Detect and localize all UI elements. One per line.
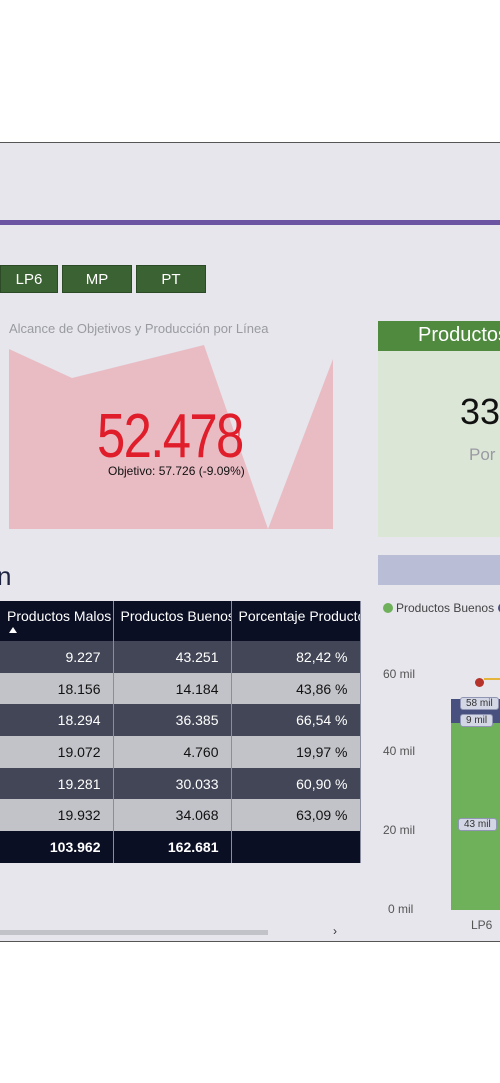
table-row[interactable]: 18.156 14.184 43,86 % <box>0 672 361 705</box>
tab-label: MP <box>85 270 109 288</box>
header-accent-bar <box>0 220 500 225</box>
cell: 34.068 <box>113 799 232 832</box>
cell: 43.251 <box>113 641 232 673</box>
chart-legend: Productos Buenos <box>383 601 500 615</box>
total-cell: 103.962 <box>0 831 114 863</box>
scrollbar-thumb[interactable] <box>0 930 268 935</box>
legend-dot-blue <box>498 603 500 613</box>
cell: 14.184 <box>113 672 232 705</box>
data-label: 58 mil <box>460 697 499 710</box>
kpi-goal: Objetivo: 57.726 (-9.09%) <box>108 464 245 478</box>
scroll-right-icon[interactable]: › <box>333 924 337 938</box>
cell: 9.227 <box>0 641 114 673</box>
tab-lp6[interactable]: LP6 <box>0 265 58 293</box>
cell: 19,97 % <box>231 736 361 768</box>
kpi-area <box>9 345 333 529</box>
cell: 19.932 <box>0 799 114 832</box>
dashboard-canvas: LP6 MP PT Alcance de Objetivos y Producc… <box>0 142 500 942</box>
column-header-productos-malos[interactable]: Productos Malos <box>0 601 114 641</box>
card-value: 33, <box>460 391 500 432</box>
card-subtitle: Por l <box>469 445 500 464</box>
tab-label: LP6 <box>15 270 43 288</box>
sort-ascending-icon[interactable] <box>9 627 17 633</box>
kpi-value: 52.478 <box>97 402 244 471</box>
products-table: Productos Malos Productos Buenos Porcent… <box>0 601 361 863</box>
y-tick: 0 mil <box>388 902 414 916</box>
total-cell: 162.681 <box>113 831 232 863</box>
cell: 82,42 % <box>231 641 361 673</box>
table-header-row: Productos Malos Productos Buenos Porcent… <box>0 601 361 641</box>
kpi-area-chart <box>9 345 333 529</box>
cell: 19.281 <box>0 767 114 800</box>
y-tick: 20 mil <box>383 823 416 837</box>
tab-pt[interactable]: PT <box>136 265 206 293</box>
column-header-porcentaje[interactable]: Porcentaje Productos <box>231 601 361 641</box>
table-row[interactable]: 19.281 30.033 60,90 % <box>0 767 361 800</box>
kpi-title: Alcance de Objetivos y Producción por Lí… <box>9 321 269 336</box>
cell: 30.033 <box>113 767 232 800</box>
table-row[interactable]: 18.294 36.385 66,54 % <box>0 704 361 737</box>
cell: 18.294 <box>0 704 114 737</box>
column-header-productos-buenos[interactable]: Productos Buenos <box>113 601 232 641</box>
tab-mp[interactable]: MP <box>62 265 132 293</box>
cell: 18.156 <box>0 672 114 705</box>
card-header: Productos <box>378 321 500 351</box>
tab-label: PT <box>161 270 181 288</box>
data-label: 9 mil <box>460 714 494 727</box>
table-row[interactable]: 9.227 43.251 82,42 % <box>0 641 361 673</box>
horizontal-scrollbar[interactable]: › <box>0 924 345 938</box>
table-row[interactable]: 19.072 4.760 19,97 % <box>0 736 361 768</box>
chart-title-bar <box>378 555 500 585</box>
cell: 36.385 <box>113 704 232 737</box>
cell: 19.072 <box>0 736 114 768</box>
table-row[interactable]: 19.932 34.068 63,09 % <box>0 799 361 832</box>
cell: 66,54 % <box>231 704 361 737</box>
table-total-row: 103.962 162.681 <box>0 831 361 863</box>
legend-label[interactable]: Productos Buenos <box>396 601 495 615</box>
legend-dot-green <box>383 603 393 613</box>
cell: 4.760 <box>113 736 232 768</box>
section-title: n <box>0 561 11 592</box>
y-tick: 40 mil <box>383 744 416 758</box>
line-series-point[interactable] <box>475 678 484 687</box>
bar-segment-green[interactable] <box>451 723 500 910</box>
y-tick: 60 mil <box>383 667 416 681</box>
data-label: 43 mil <box>458 818 497 831</box>
line-series-segment <box>484 678 500 680</box>
cell: 63,09 % <box>231 799 361 832</box>
kpi-warning-icon: ! <box>237 426 241 442</box>
x-tick-label: LP6 <box>471 918 493 932</box>
total-cell <box>231 831 361 863</box>
products-card: Productos 33, Por l <box>378 321 500 537</box>
cell: 60,90 % <box>231 767 361 800</box>
cell: 43,86 % <box>231 672 361 705</box>
